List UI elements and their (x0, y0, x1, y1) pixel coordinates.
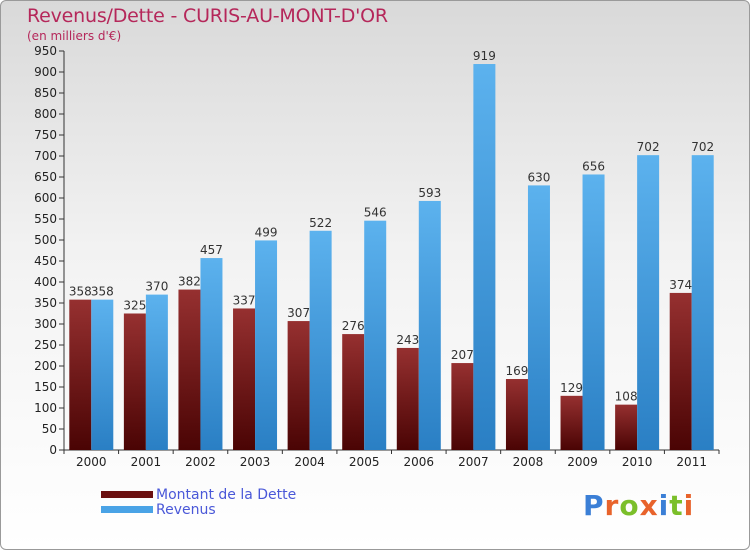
y-tick-label: 250 (34, 338, 57, 352)
x-tick-label: 2010 (622, 455, 653, 469)
y-tick-label: 850 (34, 86, 57, 100)
data-label-dette: 374 (669, 278, 692, 292)
y-tick-label: 700 (34, 149, 57, 163)
y-tick-label: 400 (34, 275, 57, 289)
chart-subtitle: (en milliers d'€) (27, 29, 122, 43)
y-tick-label: 950 (34, 44, 57, 58)
x-tick-label: 2007 (458, 455, 489, 469)
bar-dette (615, 404, 638, 450)
y-tick-label: 600 (34, 191, 57, 205)
legend-item-revenus: Revenus (101, 501, 296, 518)
data-label-dette: 276 (342, 319, 365, 333)
data-label-revenus: 702 (637, 140, 660, 154)
data-label-dette: 169 (506, 364, 529, 378)
bar-dette (287, 321, 310, 450)
data-label-dette: 129 (560, 381, 583, 395)
data-label-dette: 207 (451, 348, 474, 362)
data-label-revenus: 919 (473, 49, 496, 63)
y-tick-label: 0 (49, 443, 57, 457)
bar-dette (669, 292, 692, 450)
x-tick-label: 2008 (513, 455, 544, 469)
data-label-dette: 108 (615, 390, 638, 404)
data-label-revenus: 358 (91, 285, 114, 299)
legend-swatch-dette (101, 491, 153, 498)
logo-letter: i (683, 489, 695, 522)
chart-legend: Montant de la Dette Revenus (101, 486, 297, 518)
y-tick-label: 350 (34, 296, 57, 310)
x-tick-label: 2011 (676, 455, 707, 469)
x-tick-label: 2003 (240, 455, 271, 469)
y-tick-label: 100 (34, 401, 57, 415)
y-tick-label: 750 (34, 128, 57, 142)
bar-revenus (582, 174, 605, 451)
data-label-dette: 382 (178, 275, 201, 289)
bar-dette (123, 313, 146, 450)
data-label-revenus: 370 (145, 280, 168, 294)
data-label-revenus: 457 (200, 243, 223, 257)
logo-letter: x (639, 489, 659, 522)
bar-revenus (91, 299, 114, 450)
y-tick-label: 300 (34, 317, 57, 331)
bar-dette (233, 308, 256, 450)
data-label-revenus: 593 (418, 186, 441, 200)
x-tick-label: 2002 (185, 455, 216, 469)
bar-dette (396, 347, 419, 450)
bar-dette (505, 379, 528, 450)
chart-title: Revenus/Dette - CURIS-AU-MONT-D'OR (27, 5, 388, 27)
data-label-revenus: 499 (255, 225, 278, 239)
bar-revenus (637, 155, 660, 450)
bar-revenus (145, 294, 168, 450)
bar-revenus (364, 220, 387, 450)
bar-revenus (418, 200, 441, 450)
data-label-revenus: 522 (309, 216, 332, 230)
y-tick-label: 900 (34, 65, 57, 79)
y-tick-label: 50 (42, 422, 57, 436)
logo-letter: t (669, 489, 684, 522)
x-tick-label: 2005 (349, 455, 380, 469)
data-label-revenus: 546 (364, 206, 387, 220)
bar-dette (69, 299, 92, 450)
legend-item-dette: Montant de la Dette (101, 486, 297, 503)
data-label-dette: 243 (396, 333, 419, 347)
logo-letter: r (604, 489, 620, 522)
data-label-dette: 325 (123, 299, 146, 313)
bar-revenus (473, 64, 496, 450)
bar-revenus (691, 155, 714, 450)
bar-revenus (527, 185, 550, 450)
y-tick-label: 150 (34, 380, 57, 394)
legend-label-dette: Montant de la Dette (156, 486, 297, 503)
logo-letter: i (658, 489, 670, 522)
legend-swatch-revenus (101, 506, 153, 513)
bar-dette (178, 289, 201, 450)
legend-label-revenus: Revenus (156, 501, 216, 518)
y-tick-label: 650 (34, 170, 57, 184)
bar-revenus (309, 230, 332, 450)
y-tick-label: 550 (34, 212, 57, 226)
y-tick-label: 500 (34, 233, 57, 247)
data-label-dette: 358 (69, 285, 92, 299)
data-label-dette: 337 (233, 293, 256, 307)
bar-dette (560, 395, 583, 450)
logo-letter: P (583, 489, 605, 522)
data-label-revenus: 656 (582, 159, 605, 173)
x-tick-label: 2001 (131, 455, 162, 469)
x-tick-label: 2009 (567, 455, 598, 469)
y-tick-label: 800 (34, 107, 57, 121)
proxiti-logo: Proxiti (583, 489, 694, 522)
data-label-revenus: 702 (691, 140, 714, 154)
bar-dette (342, 334, 365, 450)
y-tick-label: 450 (34, 254, 57, 268)
bar-dette (451, 363, 474, 450)
x-tick-label: 2004 (294, 455, 325, 469)
data-label-dette: 307 (287, 306, 310, 320)
x-tick-label: 2000 (76, 455, 107, 469)
y-tick-label: 200 (34, 359, 57, 373)
logo-letter: o (619, 489, 640, 522)
data-label-revenus: 630 (528, 170, 551, 184)
bar-revenus (200, 258, 223, 450)
x-tick-label: 2006 (404, 455, 435, 469)
bar-revenus (255, 240, 278, 450)
